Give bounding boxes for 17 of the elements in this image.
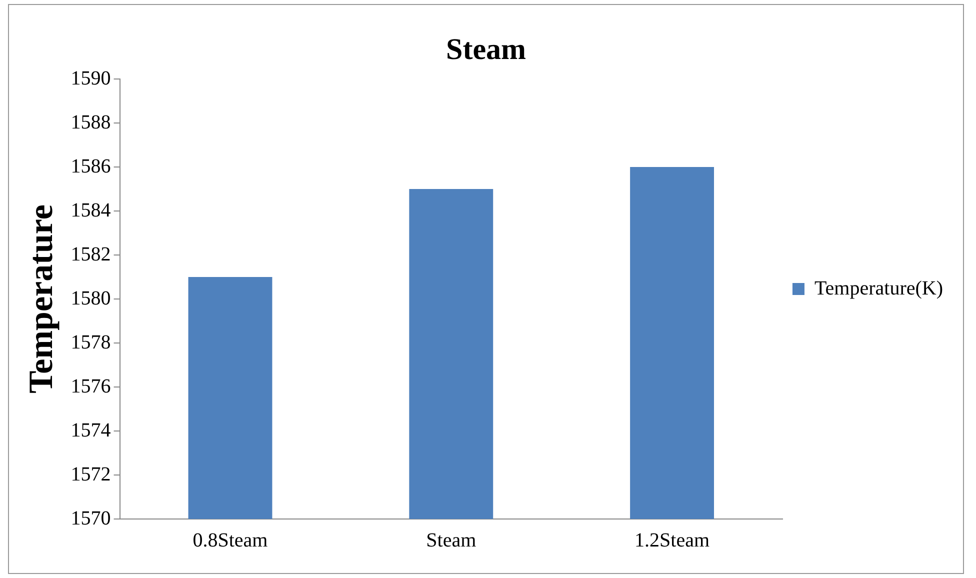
y-tick-label: 1584: [70, 199, 111, 222]
x-tick-label: Steam: [426, 529, 477, 552]
y-tick-label: 1590: [70, 67, 111, 90]
y-tick-label: 1580: [70, 287, 111, 310]
legend-label: Temperature(K): [814, 277, 944, 300]
y-tick-label: 1572: [70, 463, 111, 486]
y-axis-title: Temperature: [23, 204, 60, 394]
y-tick-label: 1578: [70, 331, 111, 354]
y-tick-label: 1570: [70, 507, 111, 530]
y-tick-label: 1582: [70, 243, 111, 266]
y-tick-label: 1574: [70, 419, 111, 442]
chart-title: Steam: [446, 32, 526, 66]
y-tick-label: 1588: [70, 111, 111, 134]
x-tick-label: 1.2Steam: [634, 529, 710, 552]
y-tick-label: 1586: [70, 155, 111, 178]
y-tick-label: 1576: [70, 375, 111, 398]
x-tick-label: 0.8Steam: [192, 529, 268, 552]
